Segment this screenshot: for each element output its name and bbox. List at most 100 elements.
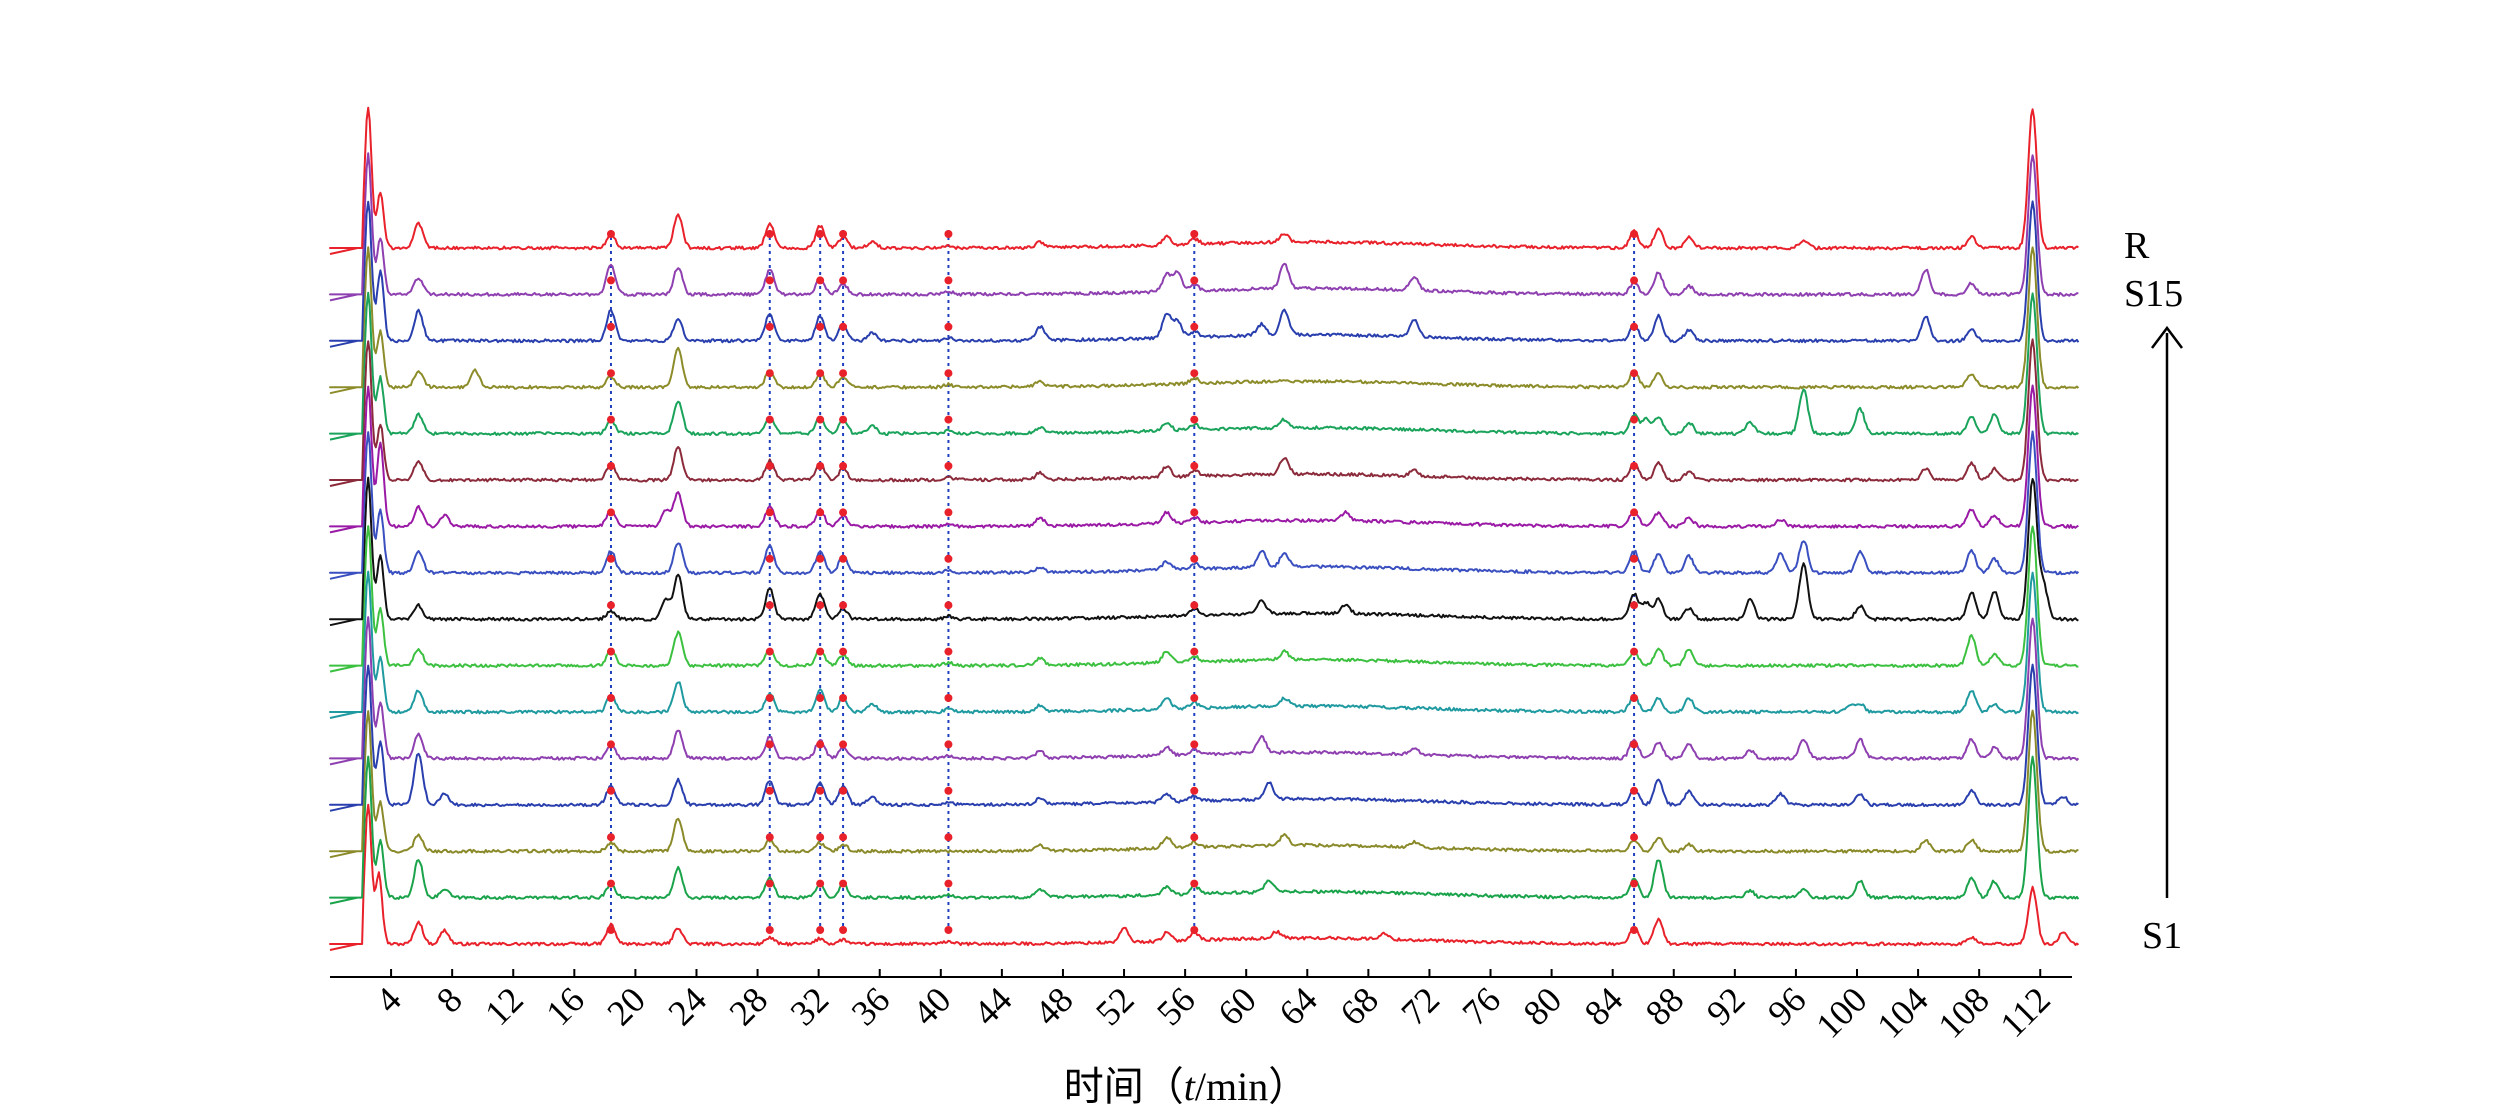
x-tick-label: 68 (1332, 979, 1386, 1033)
x-tick-label: 112 (1992, 979, 2058, 1045)
common-peak-marker (944, 276, 953, 285)
common-peak-marker (606, 879, 615, 888)
x-tick-label: 16 (538, 979, 592, 1033)
x-tick-label: 32 (783, 979, 837, 1033)
common-peak-marker (1630, 508, 1639, 517)
common-peak-marker (1630, 230, 1639, 238)
common-peak-marker (816, 230, 825, 238)
x-tick-label: 104 (1869, 979, 1935, 1045)
x-tick-label: 60 (1210, 979, 1264, 1033)
common-peak-marker (1190, 554, 1199, 563)
common-peak-marker (1190, 833, 1199, 842)
trace-s15 (329, 152, 2079, 302)
x-tick-label: 56 (1149, 979, 1203, 1033)
common-peak-marker (839, 786, 848, 795)
common-peak-marker (1630, 694, 1639, 702)
common-peak-marker (765, 694, 774, 702)
common-peak-marker (816, 926, 825, 934)
common-peak-marker (1630, 462, 1639, 470)
trace-s1 (329, 803, 2080, 951)
common-peak-marker (839, 740, 848, 749)
common-peak-marker (944, 415, 953, 424)
x-tick-label: 12 (477, 979, 531, 1033)
series-label-second: S15 (2124, 273, 2183, 315)
common-peak-marker (816, 647, 825, 656)
series-label-bottom: S1 (2142, 915, 2182, 957)
common-peak-marker (816, 740, 825, 749)
common-peak-marker (1190, 879, 1199, 888)
common-peak-marker (1630, 415, 1639, 424)
common-peak-marker (839, 647, 848, 656)
common-peak-marker (765, 462, 774, 470)
x-tick-label: 36 (844, 979, 898, 1033)
common-peak-marker (765, 740, 774, 749)
common-peak-marker (606, 601, 615, 610)
trace-s7 (329, 525, 2079, 673)
common-peak-marker (1630, 740, 1639, 749)
common-peak-marker (1190, 462, 1199, 470)
common-peak-marker (606, 786, 615, 795)
common-peak-marker (1190, 415, 1199, 424)
common-peak-marker (606, 276, 615, 285)
trace-s5 (329, 616, 2080, 766)
series-order-arrow-head (2151, 325, 2183, 349)
common-peak-marker (816, 694, 825, 702)
x-tick-label: 20 (599, 979, 653, 1033)
common-peak-marker (816, 879, 825, 888)
common-peak-marker (1190, 601, 1199, 610)
common-peak-marker (1630, 833, 1639, 842)
common-peak-marker (765, 508, 774, 517)
common-peak-marker (816, 508, 825, 517)
common-peak-marker (606, 230, 615, 238)
x-tick-label: 4 (368, 979, 409, 1020)
x-tick-label: 80 (1516, 979, 1570, 1033)
common-peak-marker (944, 462, 953, 470)
common-peak-marker (1190, 322, 1199, 331)
common-peak-marker (839, 554, 848, 563)
common-peak-marker (606, 740, 615, 749)
common-peak-marker (839, 833, 848, 842)
common-peak-marker (944, 230, 953, 238)
common-peak-marker (1630, 647, 1639, 656)
x-tick-label: 48 (1027, 979, 1081, 1033)
common-peak-marker (816, 554, 825, 563)
common-peak-marker (816, 833, 825, 842)
x-axis-title-suffix: /min） (1195, 1064, 1308, 1109)
common-peak-marker (765, 369, 774, 378)
x-tick-label: 108 (1930, 979, 1996, 1045)
x-axis-title: 时间（t/min） (1064, 1064, 1308, 1109)
x-tick-label: 72 (1393, 979, 1447, 1033)
common-peak-marker (765, 230, 774, 238)
common-peak-marker (839, 601, 848, 610)
common-peak-marker (765, 415, 774, 424)
x-tick-label: 88 (1638, 979, 1692, 1033)
x-tick-label: 44 (966, 979, 1020, 1033)
common-peak-marker (1190, 694, 1199, 702)
trace-s12 (329, 291, 2079, 441)
common-peak-marker (944, 554, 953, 563)
trace-r (329, 106, 2079, 255)
common-peak-marker (765, 322, 774, 331)
common-peak-marker (606, 694, 615, 702)
common-peak-marker (1630, 276, 1639, 285)
common-peak-marker (606, 833, 615, 842)
common-peak-marker (1630, 369, 1639, 378)
common-peak-marker (1190, 508, 1199, 517)
trace-s10 (329, 384, 2079, 534)
common-peak-marker (816, 276, 825, 285)
common-peak-markers (606, 230, 1639, 934)
trace-s4 (329, 663, 2079, 812)
common-peak-marker (839, 926, 848, 934)
common-peak-marker (816, 322, 825, 331)
common-peak-marker (1190, 647, 1199, 656)
common-peak-marker (944, 601, 953, 610)
common-peak-marker (944, 740, 953, 749)
common-peak-marker (839, 879, 848, 888)
common-peak-marker (606, 926, 615, 934)
common-peak-marker (839, 276, 848, 285)
common-peak-marker (944, 322, 953, 331)
common-peak-marker (816, 601, 825, 610)
trace-s9 (329, 430, 2080, 580)
x-tick-label: 84 (1577, 979, 1631, 1033)
